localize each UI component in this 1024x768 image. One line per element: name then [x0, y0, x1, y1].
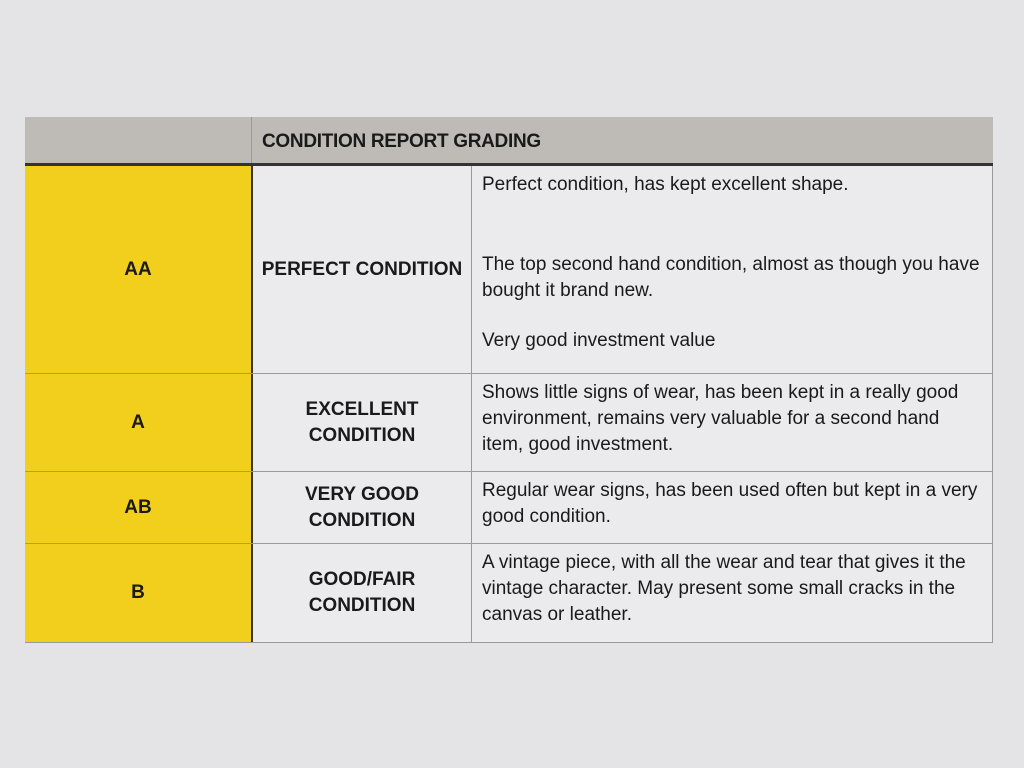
table-header: CONDITION REPORT GRADING — [25, 117, 993, 166]
grade-cell: AA — [25, 166, 253, 373]
description-text: Perfect condition, has kept excellent sh… — [482, 174, 849, 195]
description-cell: Perfect condition, has kept excellent sh… — [472, 166, 993, 373]
description-cell: Shows little signs of wear, has been kep… — [472, 374, 993, 471]
description-text: Regular wear signs, has been used often … — [482, 480, 978, 527]
condition-cell: VERY GOOD CONDITION — [253, 472, 472, 543]
description-text: A vintage piece, with all the wear and t… — [482, 552, 966, 625]
table-row: AB VERY GOOD CONDITION Regular wear sign… — [25, 472, 993, 544]
table-title: CONDITION REPORT GRADING — [262, 131, 541, 152]
description-text: The top second hand condition, almost as… — [482, 254, 980, 301]
table-row: B GOOD/FAIR CONDITION A vintage piece, w… — [25, 544, 993, 643]
header-empty-cell — [25, 117, 252, 163]
condition-cell: PERFECT CONDITION — [253, 166, 472, 373]
condition-cell: GOOD/FAIR CONDITION — [253, 544, 472, 642]
grade-cell: A — [25, 374, 253, 471]
grade-cell: B — [25, 544, 253, 642]
grade-cell: AB — [25, 472, 253, 543]
description-cell: A vintage piece, with all the wear and t… — [472, 544, 993, 642]
description-text: Shows little signs of wear, has been kep… — [482, 382, 959, 455]
description-text: Very good investment value — [482, 330, 716, 351]
table-row: AA PERFECT CONDITION Perfect condition, … — [25, 166, 993, 374]
table-row: A EXCELLENT CONDITION Shows little signs… — [25, 374, 993, 472]
condition-cell: EXCELLENT CONDITION — [253, 374, 472, 471]
condition-grading-table: CONDITION REPORT GRADING AA PERFECT COND… — [25, 117, 993, 643]
description-cell: Regular wear signs, has been used often … — [472, 472, 993, 543]
